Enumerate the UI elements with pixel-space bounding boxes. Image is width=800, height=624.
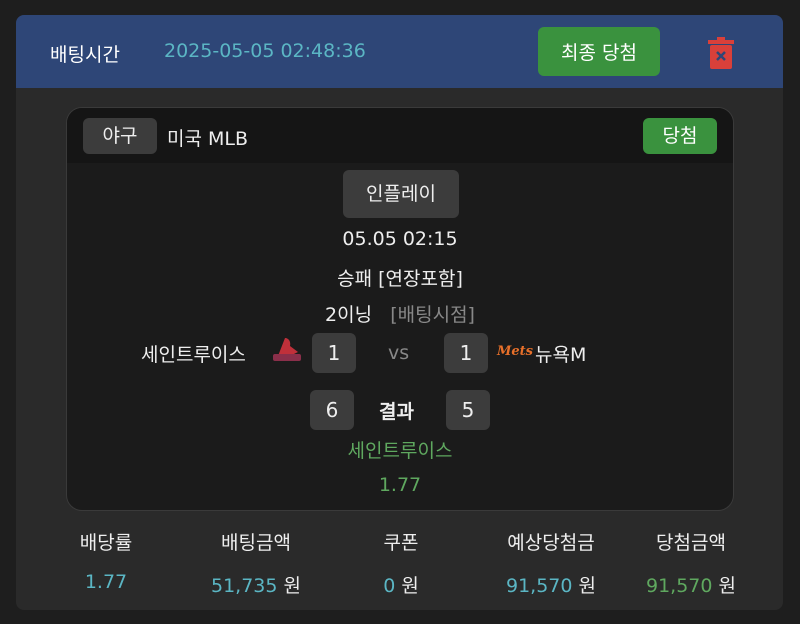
inning-info: 2이닝 [배팅시점] bbox=[67, 300, 733, 327]
bet-time: 2025-05-05 02:48:36 bbox=[164, 40, 366, 62]
stat-expected-win: 예상당첨금 91,570 원 bbox=[486, 528, 616, 598]
away-final-score: 5 bbox=[446, 390, 490, 430]
bet-card: 배팅시간 2025-05-05 02:48:36 최종 당첨 야구 미국 MLB… bbox=[16, 15, 783, 610]
home-team: 세인트루이스 bbox=[141, 344, 246, 366]
away-team: 뉴욕M bbox=[535, 344, 587, 366]
stat-unit: 원 bbox=[578, 575, 596, 597]
cardinals-logo-icon bbox=[273, 338, 301, 361]
pick-odds: 1.77 bbox=[378, 474, 422, 496]
stat-label: 배팅금액 bbox=[221, 532, 291, 554]
match-card: 야구 미국 MLB 당첨 인플레이 05.05 02:15 승패 [연장포함] … bbox=[66, 107, 734, 511]
bet-point: [배팅시점] bbox=[390, 304, 475, 326]
stat-label: 당첨금액 bbox=[656, 532, 726, 554]
vs-label: vs bbox=[388, 342, 410, 364]
stat-value: 1.77 bbox=[84, 571, 128, 593]
stats-row: 배당률 1.77 배팅금액 51,735 원 쿠폰 0 원 예상당첨금 91,570 원… bbox=[16, 528, 783, 598]
stat-unit: 원 bbox=[718, 575, 736, 597]
stat-unit: 원 bbox=[283, 575, 301, 597]
stat-label: 예상당첨금 bbox=[507, 532, 595, 554]
sport-badge: 야구 bbox=[83, 118, 157, 154]
stat-value: 91,570 bbox=[645, 575, 713, 597]
stat-value: 51,735 bbox=[210, 575, 278, 597]
away-score-at-bet: 1 bbox=[444, 333, 488, 373]
market: 승패 [연장포함] bbox=[337, 268, 463, 290]
home-score-at-bet: 1 bbox=[312, 333, 356, 373]
stat-value: 0 bbox=[383, 575, 396, 597]
inplay-badge: 인플레이 bbox=[343, 170, 459, 218]
stat-bet-amount: 배팅금액 51,735 원 bbox=[196, 528, 316, 598]
inning: 2이닝 bbox=[325, 304, 373, 326]
bet-time-label: 배팅시간 bbox=[50, 44, 120, 66]
stat-unit: 원 bbox=[401, 575, 419, 597]
match-datetime: 05.05 02:15 bbox=[342, 228, 458, 250]
status-badge: 당첨 bbox=[643, 118, 717, 154]
stat-odds: 배당률 1.77 bbox=[16, 528, 196, 598]
stat-label: 배당률 bbox=[79, 532, 133, 554]
result-label: 결과 bbox=[379, 401, 414, 423]
mets-logo-icon: Mets bbox=[497, 344, 533, 359]
home-final-score: 6 bbox=[310, 390, 354, 430]
bet-header: 배팅시간 2025-05-05 02:48:36 최종 당첨 bbox=[16, 15, 783, 88]
pick: 세인트루이스 bbox=[347, 440, 453, 462]
match-header: 야구 미국 MLB 당첨 bbox=[67, 108, 733, 163]
league-name: 미국 MLB bbox=[167, 128, 249, 150]
stat-coupon: 쿠폰 0 원 bbox=[316, 528, 486, 598]
trash-icon[interactable] bbox=[708, 37, 734, 69]
stat-win-amount: 당첨금액 91,570 원 bbox=[616, 528, 766, 598]
stat-label: 쿠폰 bbox=[383, 532, 419, 554]
stat-value: 91,570 bbox=[505, 575, 573, 597]
final-win-button[interactable]: 최종 당첨 bbox=[538, 27, 660, 76]
